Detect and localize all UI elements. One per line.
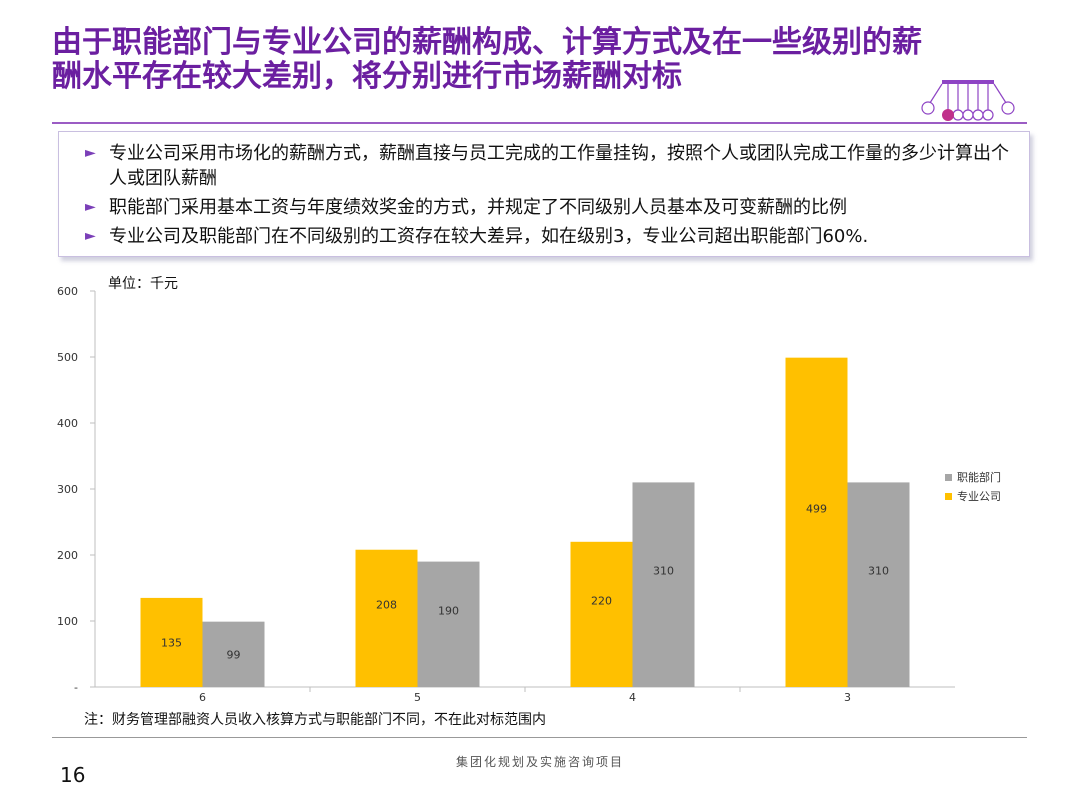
x-category-label: 5 (414, 691, 421, 704)
bar-value-label: 208 (376, 598, 397, 611)
chart-footnote: 注：财务管理部融资人员收入核算方式与职能部门不同，不在此对标范围内 (84, 712, 546, 728)
y-tick-label: 100 (57, 615, 78, 628)
page-number: 16 (60, 763, 86, 787)
bullet-item: ► 专业公司采用市场化的薪酬方式，薪酬直接与员工完成的工作量挂钩，按照个人或团队完… (85, 141, 1011, 191)
bar-value-label: 99 (227, 648, 241, 661)
y-tick-label: 300 (57, 483, 78, 496)
triangle-bullet-icon: ► (85, 199, 96, 215)
y-tick-label: - (74, 681, 78, 694)
bullet-item: ► 专业公司及职能部门在不同级别的工资存在较大差异，如在级别3，专业公司超出职能部… (85, 224, 1011, 249)
bullet-text: 职能部门采用基本工资与年度绩效奖金的方式，并规定了不同级别人员基本及可变薪酬的比… (109, 197, 847, 218)
bar-职能部门-5 (417, 561, 480, 687)
bar-专业公司-3 (785, 357, 848, 687)
bar-专业公司-6 (140, 597, 203, 687)
newtons-cradle-logo (921, 80, 1015, 121)
bar-value-label: 310 (653, 565, 674, 578)
bar-value-label: 310 (868, 565, 889, 578)
y-tick-label: 600 (57, 285, 78, 298)
slide-title: 由于职能部门与专业公司的薪酬构成、计算方式及在一些级别的薪酬水平存在较大差别，将… (52, 25, 922, 94)
unit-label: 单位：千元 (108, 276, 178, 292)
project-footer: 集团化规划及实施咨询项目 (455, 755, 624, 769)
y-tick-label: 200 (57, 549, 78, 562)
footer-divider (52, 737, 1027, 738)
bar-职能部门-4 (632, 482, 695, 687)
y-tick-label: 500 (57, 351, 78, 364)
bar-职能部门-3 (847, 482, 910, 687)
legend-swatch-专业公司 (945, 493, 952, 500)
bar-专业公司-5 (355, 549, 418, 687)
salary-bar-chart: - 100 200 300 400 500 600 单位：千元 135 99 6 208 190 5 220… (57, 276, 1001, 704)
bar-专业公司-4 (570, 541, 633, 687)
bullet-text: 专业公司采用市场化的薪酬方式，薪酬直接与员工完成的工作量挂钩，按照个人或团队完成… (109, 143, 1009, 189)
y-tick-label: 400 (57, 417, 78, 430)
bar-value-label: 220 (591, 594, 612, 607)
triangle-bullet-icon: ► (85, 145, 96, 161)
legend-label: 专业公司 (957, 489, 1001, 503)
legend-swatch-职能部门 (945, 474, 952, 481)
x-category-label: 4 (629, 691, 636, 704)
bar-value-label: 190 (438, 604, 459, 617)
bar-职能部门-6 (202, 621, 265, 687)
x-category-label: 6 (199, 691, 206, 704)
x-category-label: 3 (844, 691, 851, 704)
bullet-text: 专业公司及职能部门在不同级别的工资存在较大差异，如在级别3，专业公司超出职能部门… (109, 226, 869, 247)
triangle-bullet-icon: ► (85, 228, 96, 244)
bullet-item: ► 职能部门采用基本工资与年度绩效奖金的方式，并规定了不同级别人员基本及可变薪酬的… (85, 195, 1011, 220)
bar-value-label: 135 (161, 636, 182, 649)
title-divider (52, 122, 1027, 124)
legend-label: 职能部门 (957, 470, 1001, 484)
bar-value-label: 499 (806, 502, 827, 515)
summary-box: ► 专业公司采用市场化的薪酬方式，薪酬直接与员工完成的工作量挂钩，按照个人或团队完… (58, 131, 1030, 257)
